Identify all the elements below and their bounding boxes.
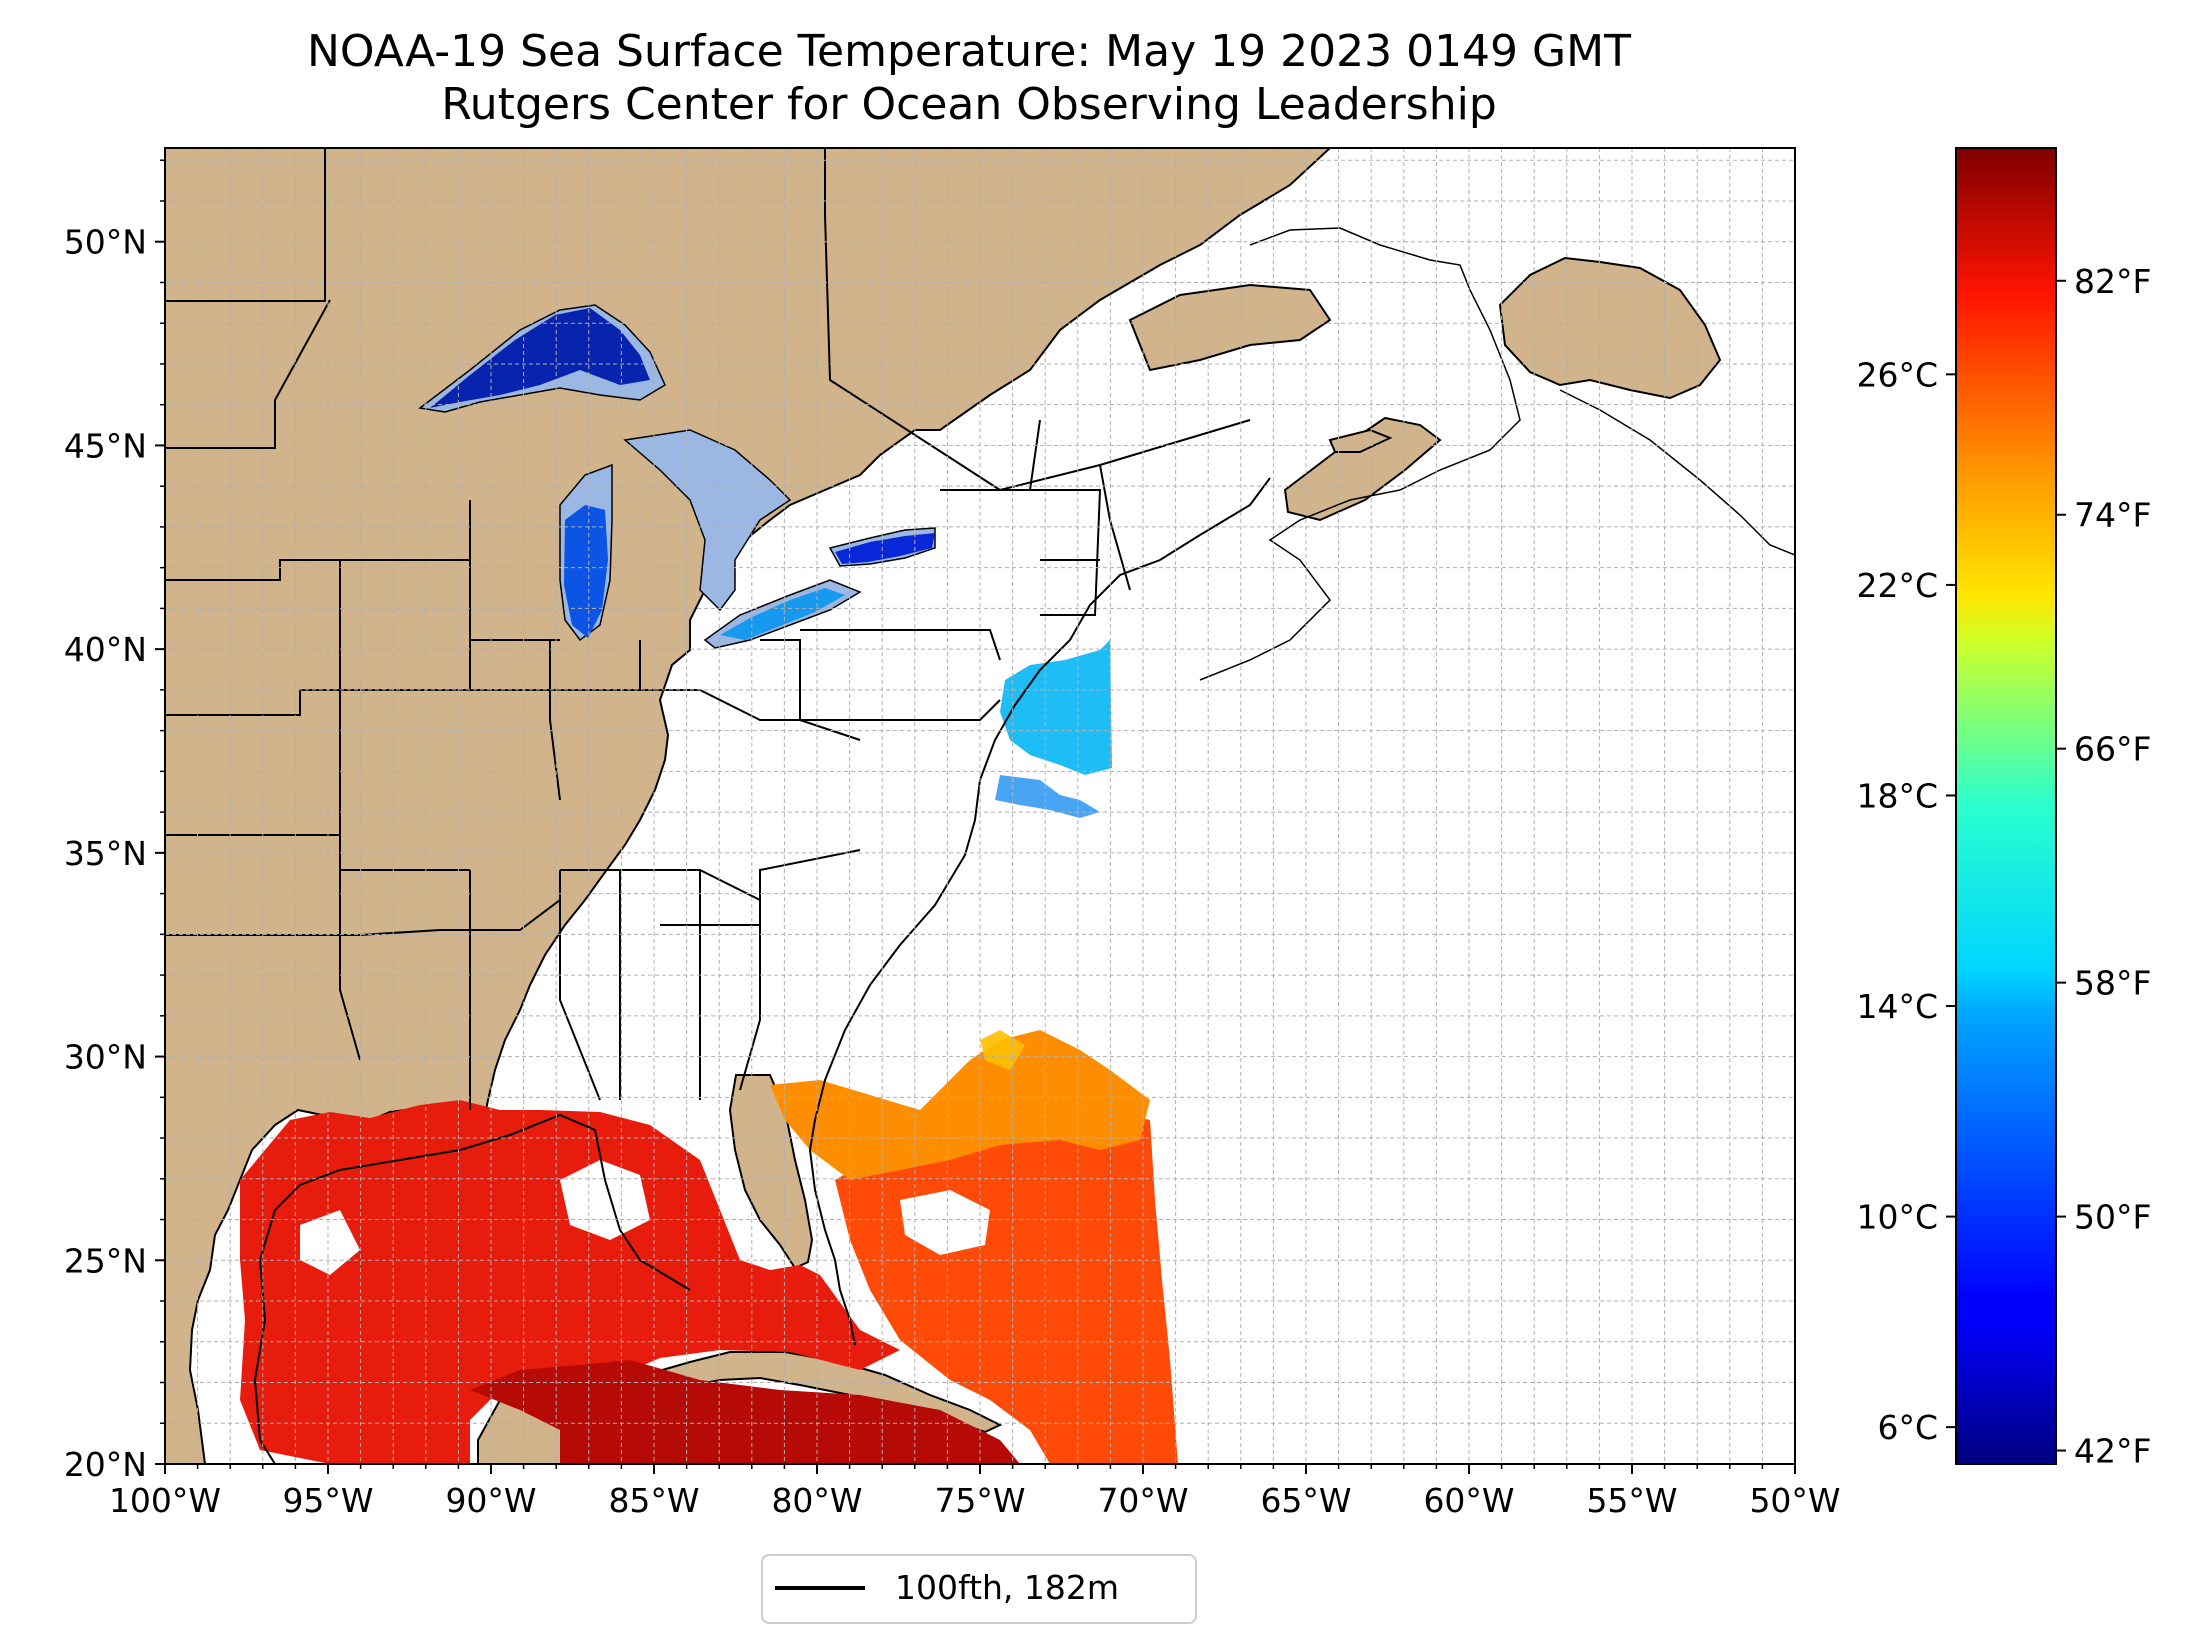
chart-subtitle: Rutgers Center for Ocean Observing Leade… (441, 79, 1497, 130)
land-newfoundland (1498, 256, 1722, 400)
sst-sargasso-north (770, 1030, 1150, 1180)
colorbar-f-label: 50°F (2074, 1198, 2151, 1237)
sst-lake-michigan (564, 505, 608, 638)
colorbar-c-label: 26°C (1856, 355, 1938, 394)
isobath-100fth (808, 477, 1271, 1346)
colorbar-c-label: 10°C (1856, 1198, 1938, 1237)
legend-box (761, 1554, 1197, 1624)
map-panel (165, 148, 1795, 1464)
colorbar-f-label: 58°F (2074, 964, 2151, 1003)
x-tick-label: 85°W (608, 1481, 699, 1520)
colorbar-f-label: 66°F (2074, 730, 2151, 769)
sst-cloud-gap-3 (900, 1190, 990, 1255)
x-tick-label: 70°W (1097, 1481, 1188, 1520)
y-tick-label: 35°N (64, 834, 147, 873)
x-tick-label: 90°W (445, 1481, 536, 1520)
colorbar-c-label: 22°C (1856, 566, 1938, 605)
sst-sargasso-top (980, 1030, 1025, 1070)
sst-lake-superior (430, 308, 650, 408)
y-tick-label: 20°N (64, 1445, 147, 1484)
colorbar-c-label: 14°C (1856, 987, 1938, 1026)
chart-title: NOAA-19 Sea Surface Temperature: May 19 … (307, 26, 1631, 77)
colorbar-gradient (1955, 147, 2057, 1465)
colorbar-f-label: 82°F (2074, 262, 2151, 301)
sst-mid-atlantic (1000, 640, 1112, 775)
lat-lon-gridlines (165, 148, 1795, 1464)
land-north-america (165, 148, 1332, 1464)
y-tick-label: 30°N (64, 1038, 147, 1077)
sst-cloud-gap-2 (300, 1210, 360, 1275)
sst-lake-ontario (835, 533, 935, 564)
land-gaspe (1128, 283, 1332, 372)
y-axis: 20°N 25°N 30°N 35°N 40°N 45°N 50°N (64, 159, 165, 1484)
x-tick-label: 95°W (282, 1481, 373, 1520)
lake-huron (623, 429, 792, 612)
x-tick-label: 65°W (1260, 1481, 1351, 1520)
sst-mid-atlantic-south (995, 775, 1100, 818)
legend-label: 100fth, 182m (895, 1568, 1119, 1607)
x-tick-label: 100°W (109, 1481, 221, 1520)
x-tick-label: 55°W (1586, 1481, 1677, 1520)
land-pei (1328, 428, 1393, 453)
colorbar-f-label: 74°F (2074, 496, 2151, 535)
colorbar: 6°C 10°C 14°C 18°C 22°C 26°C 42°F 50°F 58°F 66°F 7… (1856, 147, 2151, 1471)
colorbar-c-label: 6°C (1877, 1408, 1938, 1447)
y-tick-label: 45°N (64, 426, 147, 465)
y-tick-label: 50°N (64, 223, 147, 262)
isobath-grand-banks (1559, 389, 1795, 556)
isobath-100fth-north (1199, 227, 1521, 681)
x-tick-label: 80°W (771, 1481, 862, 1520)
isobath-100fth-gulf (253, 1113, 691, 1464)
y-tick-label: 25°N (64, 1241, 147, 1280)
y-tick-label: 40°N (64, 630, 147, 669)
legend: 100fth, 182m (761, 1554, 1197, 1624)
x-tick-label: 75°W (934, 1481, 1025, 1520)
sst-lake-erie (720, 588, 845, 640)
colorbar-c-label: 18°C (1856, 776, 1938, 815)
colorbar-f-label: 42°F (2074, 1432, 2151, 1471)
sst-gulf-of-mexico (240, 1100, 900, 1464)
x-axis: 100°W 95°W 90°W 85°W 80°W 75°W 70°W 65°W 60°W 55°… (109, 1464, 1841, 1520)
x-tick-label: 60°W (1423, 1481, 1514, 1520)
x-tick-label: 50°W (1749, 1481, 1840, 1520)
